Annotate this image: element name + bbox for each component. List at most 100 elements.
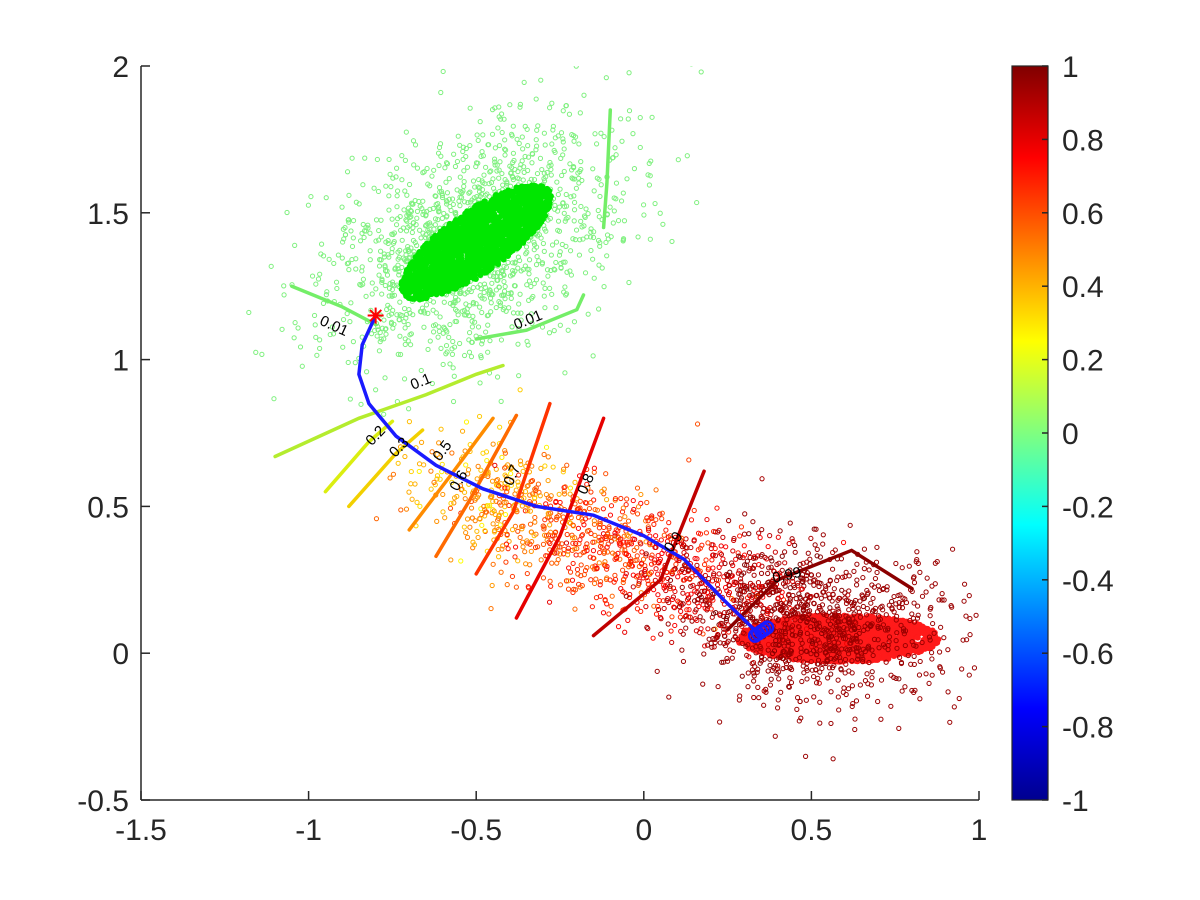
scatter-point: [413, 222, 419, 228]
scatter-point: [430, 205, 436, 212]
scatter-point: [347, 319, 353, 325]
scatter-point: [494, 162, 500, 168]
scatter-point: [435, 334, 441, 340]
scatter-point: [493, 205, 500, 212]
scatter-point: [588, 247, 594, 254]
scatter-point: [510, 267, 516, 274]
scatter-point: [466, 190, 472, 196]
scatter-point: [403, 129, 409, 135]
scatter-point: [512, 259, 518, 265]
scatter-point: [363, 228, 369, 234]
scatter-point: [544, 169, 550, 176]
scatter-point: [598, 182, 604, 188]
scatter-point: [469, 318, 475, 324]
scatter-point: [576, 141, 582, 147]
scatter-point: [358, 401, 364, 407]
scatter-point: [448, 272, 455, 279]
scatter-point: [526, 271, 532, 277]
scatter-points: [246, 66, 979, 762]
scatter-point: [485, 349, 491, 355]
scatter-point: [567, 268, 573, 274]
scatter-point: [389, 286, 395, 293]
scatter-point: [443, 179, 449, 185]
scatter-point: [394, 188, 401, 194]
scatter-point: [510, 177, 516, 183]
scatter-point: [509, 131, 515, 137]
scatter-point: [611, 195, 617, 201]
scatter-point: [548, 252, 554, 258]
scatter-point: [620, 238, 626, 244]
scatter-point: [411, 295, 418, 302]
scatter-point: [378, 217, 384, 223]
scatter-point: [353, 199, 359, 205]
scatter-point: [393, 222, 400, 228]
scatter-point: [482, 284, 488, 290]
scatter-point: [563, 291, 570, 297]
scatter-point: [281, 292, 287, 298]
scatter-point: [396, 269, 402, 275]
scatter-point: [490, 273, 497, 280]
scatter-point: [394, 165, 400, 171]
scatter-point: [590, 353, 596, 359]
scatter-point: [472, 275, 479, 282]
scatter-point: [279, 326, 285, 332]
scatter-point: [439, 192, 446, 198]
scatter-point: [523, 251, 529, 257]
scatter-point: [504, 179, 510, 185]
scatter-point: [526, 257, 533, 263]
scatter-point: [515, 310, 521, 316]
scatter-point: [440, 68, 446, 75]
scatter-point: [489, 280, 495, 286]
scatter-point: [514, 136, 520, 142]
scatter-point: [386, 312, 392, 319]
scatter-point: [505, 199, 512, 206]
scatter-point: [896, 643, 903, 650]
scatter-point: [489, 225, 496, 232]
scatter-point: [375, 327, 381, 333]
scatter-point: [495, 261, 502, 268]
scatter-point: [560, 200, 566, 206]
scatter-point: [364, 369, 370, 375]
scatter-point: [573, 66, 579, 69]
scatter-point: [549, 291, 555, 297]
scatter-point: [517, 291, 523, 297]
scatter-point: [441, 235, 448, 242]
scatter-point: [460, 156, 466, 162]
scatter-point: [478, 286, 484, 292]
scatter-point: [595, 237, 602, 244]
scatter-point: [564, 269, 570, 275]
scatter-point: [420, 244, 427, 251]
scatter-point: [509, 164, 515, 171]
scatter-point: [421, 308, 427, 314]
scatter-point: [473, 163, 479, 170]
scatter-point: [397, 299, 403, 305]
scatter-point: [551, 266, 557, 272]
scatter-point: [562, 370, 568, 376]
scatter-point: [452, 163, 459, 170]
scatter-point: [561, 146, 567, 152]
scatter-point: [482, 248, 489, 255]
scatter-point: [569, 175, 575, 181]
scatter-point: [539, 166, 545, 173]
scatter-point: [596, 214, 602, 220]
scatter-point: [571, 199, 578, 206]
scatter-point: [646, 182, 653, 188]
scatter-point: [454, 308, 460, 314]
scatter-point: [411, 162, 417, 168]
scatter-point: [378, 234, 384, 240]
scatter-point: [596, 262, 602, 268]
scatter-point: [497, 196, 504, 203]
scatter-point: [345, 217, 351, 223]
scatter-point: [443, 342, 450, 349]
scatter-point: [483, 329, 489, 335]
scatter-point: [410, 225, 416, 231]
scatter-point: [463, 268, 470, 275]
scatter-point: [373, 238, 379, 244]
scatter-point: [565, 327, 571, 333]
scatter-point: [646, 160, 652, 167]
scatter-point: [373, 217, 380, 223]
scatter-point: [563, 103, 569, 109]
scatter-point: [689, 66, 693, 67]
scatter-point: [389, 293, 395, 299]
scatter-point: [475, 254, 482, 261]
